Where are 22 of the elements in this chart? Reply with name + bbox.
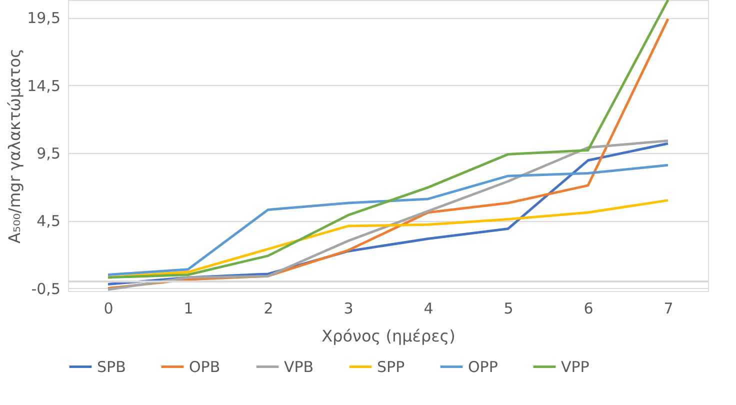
x-tick-label: 7 xyxy=(664,300,674,318)
y-tick-label: 19,5 xyxy=(27,9,60,28)
legend-label: SPP xyxy=(377,358,405,376)
y-tick-label: 4,5 xyxy=(36,212,60,230)
y-tick-label: 14,5 xyxy=(27,76,60,95)
y-tick-label: -0,5 xyxy=(31,280,60,298)
x-tick-label: 6 xyxy=(584,300,594,318)
x-tick-label: 0 xyxy=(104,300,114,318)
line-series xyxy=(106,164,670,276)
x-tick-label: 2 xyxy=(264,300,274,318)
x-axis-title: Χρόνος (ημέρες) xyxy=(322,326,456,346)
x-tick-label: 5 xyxy=(504,300,514,318)
legend-label: SPB xyxy=(97,358,126,376)
y-tick-label: 9,5 xyxy=(36,144,60,162)
legend-label: OPB xyxy=(189,358,220,376)
x-tick-label: 4 xyxy=(424,300,434,318)
legend-label: VPP xyxy=(561,358,590,376)
x-tick-label: 3 xyxy=(344,300,354,318)
x-tick-label: 1 xyxy=(184,300,194,318)
legend-label: VPB xyxy=(284,358,314,376)
legend-label: OPP xyxy=(468,358,498,376)
y-axis-title: A₅₀₀/mgr γαλακτώματος xyxy=(5,48,24,244)
